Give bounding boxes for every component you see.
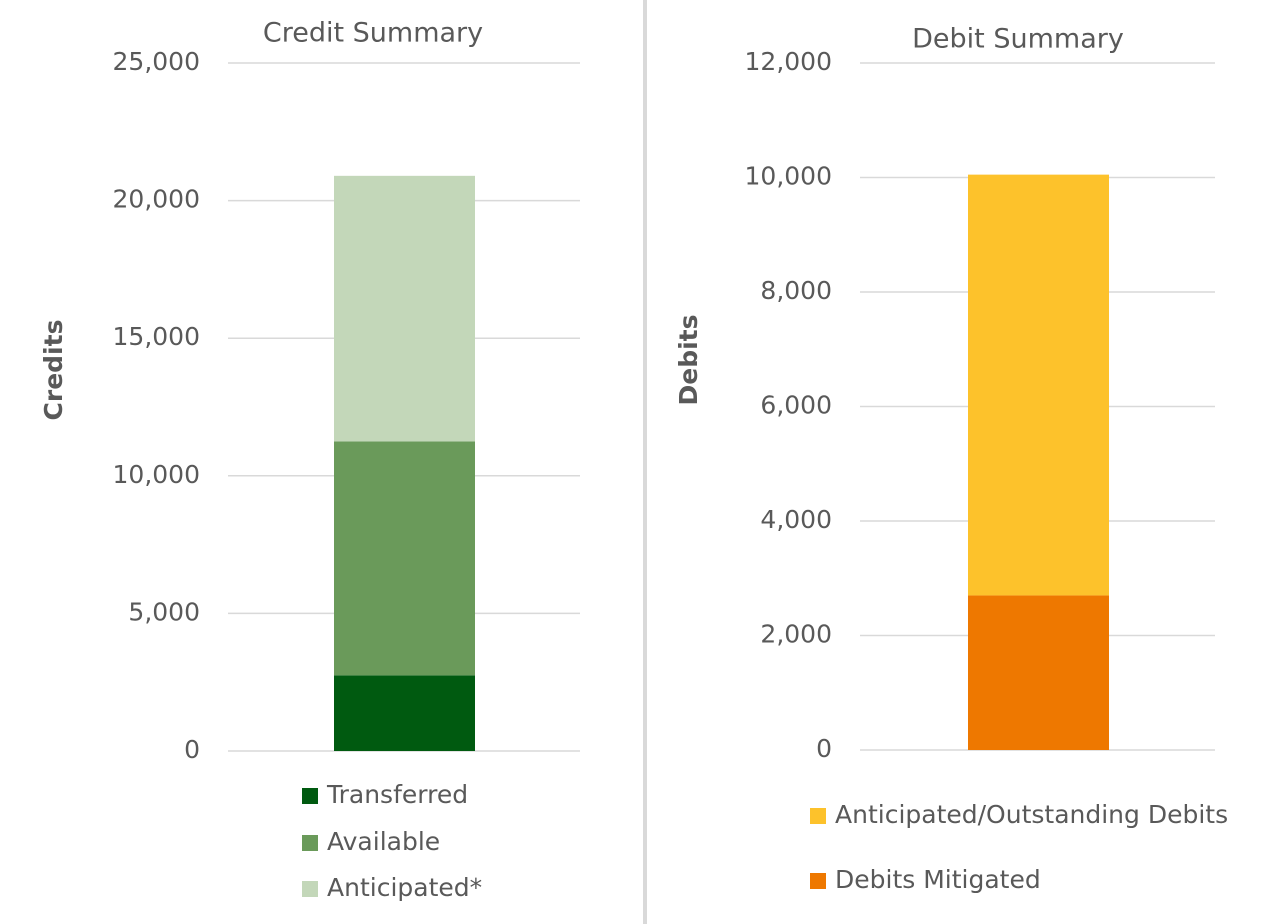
chart-title: Debit Summary (912, 24, 1124, 55)
y-tick-label: 5,000 (128, 597, 200, 626)
legend-label: Debits Mitigated (835, 865, 1041, 894)
legend-swatch (302, 881, 318, 897)
y-tick-label: 0 (184, 735, 200, 764)
chart-title: Credit Summary (263, 18, 483, 49)
bar-segment (968, 175, 1109, 596)
y-axis-label: Credits (39, 320, 68, 421)
y-tick-label: 20,000 (113, 185, 200, 214)
y-tick-label: 4,000 (760, 505, 832, 534)
y-tick-label: 25,000 (113, 47, 200, 76)
y-tick-label: 2,000 (760, 620, 832, 649)
legend-label: Anticipated* (327, 873, 482, 902)
legend-swatch (302, 788, 318, 804)
dashboard: Credit Summary Credits 0 5,000 10,000 15,000 2… (0, 0, 1271, 924)
legend-swatch (302, 835, 318, 851)
legend-label: Available (327, 827, 440, 856)
panel-divider (643, 0, 647, 924)
y-tick-label: 12,000 (745, 47, 832, 76)
bar-segment (334, 675, 475, 751)
y-tick-label: 10,000 (745, 162, 832, 191)
y-tick-label: 8,000 (760, 276, 832, 305)
y-axis-label: Debits (674, 314, 703, 405)
y-tick-label: 10,000 (113, 460, 200, 489)
legend-swatch (810, 808, 826, 824)
y-tick-label: 6,000 (760, 391, 832, 420)
y-tick-label: 15,000 (113, 322, 200, 351)
bar-segment (968, 595, 1109, 750)
bar-segment (334, 176, 475, 442)
legend-swatch (810, 873, 826, 889)
y-tick-label: 0 (816, 734, 832, 763)
bar-segment (334, 441, 475, 675)
legend-label: Transferred (326, 780, 468, 809)
legend-label: Anticipated/Outstanding Debits (835, 800, 1228, 829)
